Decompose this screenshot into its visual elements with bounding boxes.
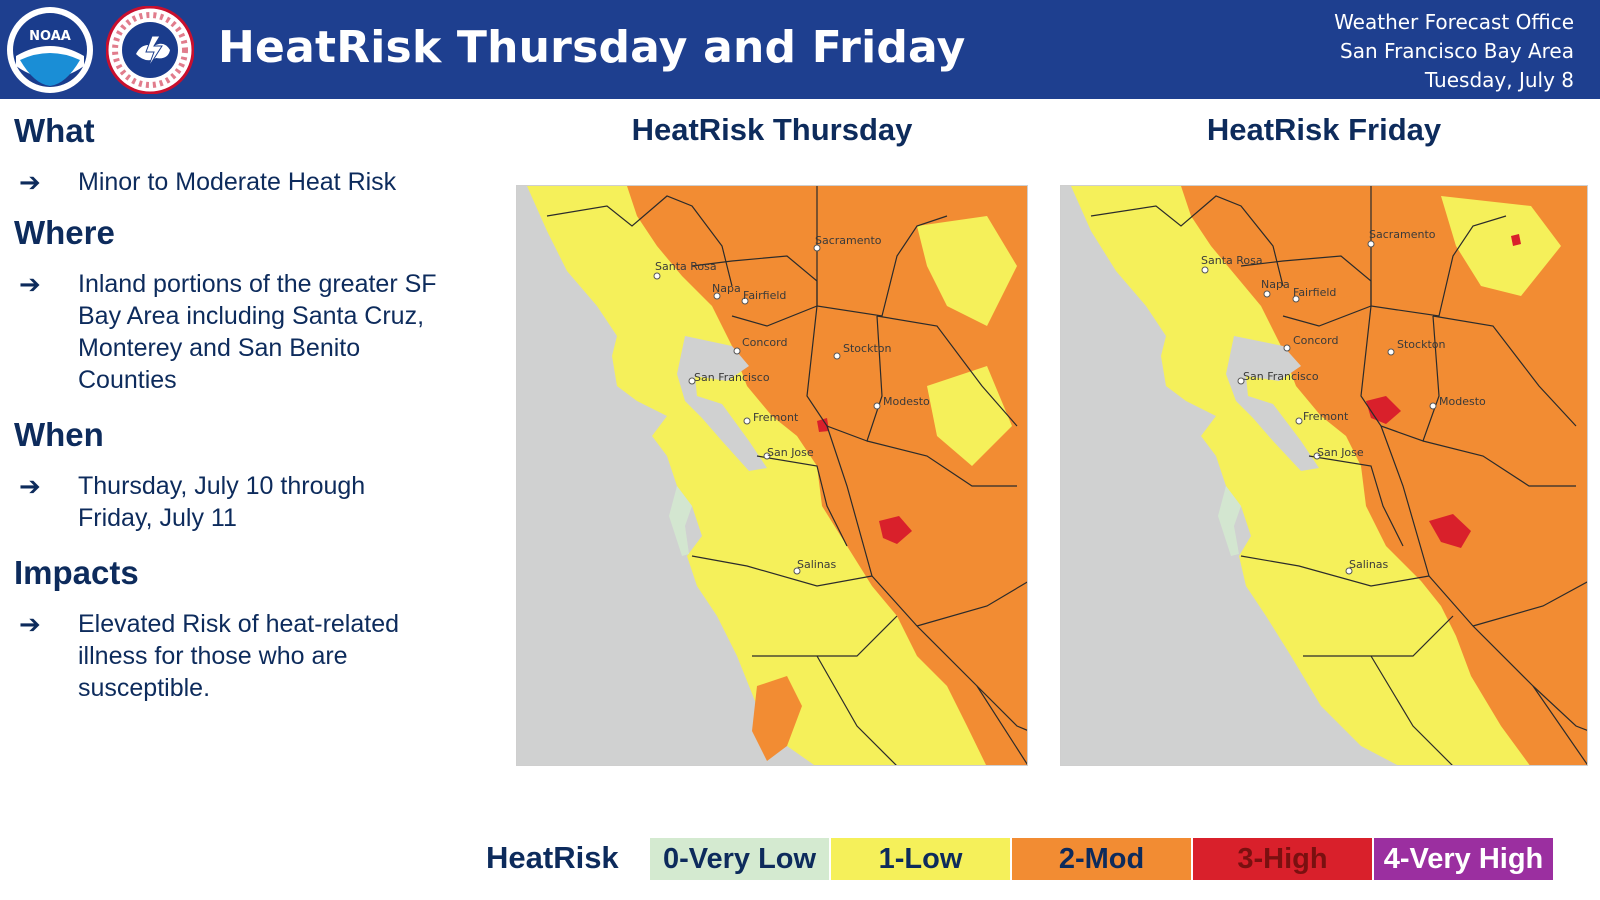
land-low-patch (917, 216, 1017, 326)
bullet-item: ➔ Minor to Moderate Heat Risk (14, 166, 484, 198)
section-heading: Impacts (14, 554, 139, 591)
land-low-patch (927, 366, 1012, 466)
city-label: Modesto (883, 395, 930, 408)
legend-item-high: 3-High (1193, 838, 1372, 880)
city-label: San Jose (1317, 446, 1364, 459)
office-region: San Francisco Bay Area (1340, 39, 1574, 63)
page-title: HeatRisk Thursday and Friday (218, 22, 966, 73)
noaa-logo-icon: NOAA (7, 7, 93, 93)
land-high-risk (1511, 234, 1521, 246)
bullet-line: Minor to Moderate Heat Risk (78, 168, 397, 196)
city-label: Stockton (1397, 338, 1445, 351)
bullet-line: Elevated Risk of heat-related (78, 610, 400, 638)
legend-item-moderate: 2-Mod (1012, 838, 1191, 880)
city-label: Salinas (1349, 558, 1389, 571)
city-label: Concord (1293, 334, 1338, 347)
city-label: Santa Rosa (1201, 254, 1263, 267)
city-label: Modesto (1439, 395, 1486, 408)
header-banner: NOAA HeatRisk Thursday and Friday Weathe… (0, 0, 1600, 99)
city-label: San Francisco (1243, 370, 1319, 383)
city-label: Fairfield (743, 289, 786, 302)
bay-water (1226, 336, 1319, 471)
map-title-friday: HeatRisk Friday (1206, 112, 1442, 147)
office-name: Weather Forecast Office (1334, 10, 1574, 34)
city-label: Santa Rosa (655, 260, 717, 273)
section-impacts: Impacts ➔ Elevated Risk of heat-related … (14, 554, 484, 704)
bullet-line: susceptible. (78, 674, 211, 702)
legend-label: HeatRisk (486, 840, 619, 875)
office-info: Weather Forecast Office San Francisco Ba… (1334, 8, 1574, 95)
land-very-low-strip (1218, 486, 1241, 556)
land-high-risk (817, 418, 829, 432)
bullet-line: Bay Area including Santa Cruz, (78, 302, 425, 330)
city-label: Napa (1261, 278, 1290, 291)
bullet-item: ➔ Elevated Risk of heat-related illness … (14, 608, 484, 704)
arrow-right-icon: ➔ (19, 609, 41, 639)
county-boundaries (1090, 186, 1587, 765)
city-label: Napa (712, 282, 741, 295)
section-when: When ➔ Thursday, July 10 through Friday,… (14, 416, 484, 534)
issue-date: Tuesday, July 8 (1424, 68, 1574, 92)
section-heading: When (14, 416, 104, 453)
arrow-right-icon: ➔ (19, 471, 41, 501)
city-label: Sacramento (815, 234, 882, 247)
section-heading: What (14, 112, 95, 149)
land-high-risk (879, 516, 912, 544)
section-what: What ➔ Minor to Moderate Heat Risk (14, 112, 484, 198)
land-low-patch (1441, 196, 1561, 296)
land-moderate-patch (1291, 296, 1361, 386)
land-high-risk (1429, 514, 1471, 548)
section-where: Where ➔ Inland portions of the greater S… (14, 214, 484, 396)
city-label: Stockton (843, 342, 891, 355)
bullet-line: Monterey and San Benito (78, 334, 361, 362)
county-boundaries (546, 186, 1027, 765)
city-label: Fairfield (1293, 286, 1336, 299)
bullet-line: Thursday, July 10 through (78, 472, 366, 500)
legend-item-low: 1-Low (831, 838, 1010, 880)
arrow-right-icon: ➔ (19, 167, 41, 197)
bullet-item: ➔ Inland portions of the greater SF Bay … (14, 268, 484, 396)
map-title-thursday: HeatRisk Thursday (631, 112, 913, 147)
city-label: Concord (742, 336, 787, 349)
city-label: Fremont (753, 411, 799, 424)
nws-logo-icon (106, 6, 194, 94)
bullet-line: illness for those who are (78, 642, 348, 670)
bullet-line: Friday, July 11 (78, 504, 237, 532)
land-moderate-risk (1181, 186, 1587, 765)
land-moderate-patch (752, 676, 802, 761)
city-label: Salinas (797, 558, 837, 571)
noaa-logo-text: NOAA (29, 29, 71, 44)
city-label: Fremont (1303, 410, 1349, 423)
land-moderate-risk (627, 186, 1027, 765)
heatrisk-map-friday: Sacramento Santa Rosa Napa Fairfield Con… (1060, 185, 1588, 766)
bullet-item: ➔ Thursday, July 10 through Friday, July… (14, 470, 484, 534)
city-label: San Francisco (694, 371, 770, 384)
legend-item-very-high: 4-Very High (1374, 838, 1553, 880)
land-very-low-strip (669, 486, 692, 556)
heatrisk-map-thursday: Sacramento Santa Rosa Napa Fairfield Con… (516, 185, 1028, 766)
city-markers (653, 244, 881, 575)
bay-water (677, 336, 767, 471)
bullet-line: Inland portions of the greater SF (78, 270, 437, 298)
bullet-line: Counties (78, 366, 177, 394)
city-label: Sacramento (1369, 228, 1436, 241)
legend-item-very-low: 0-Very Low (650, 838, 829, 880)
city-label: San Jose (767, 446, 814, 459)
info-column: What ➔ Minor to Moderate Heat Risk Where… (14, 112, 484, 704)
city-markers (1201, 240, 1437, 575)
section-heading: Where (14, 214, 115, 251)
arrow-right-icon: ➔ (19, 269, 41, 299)
